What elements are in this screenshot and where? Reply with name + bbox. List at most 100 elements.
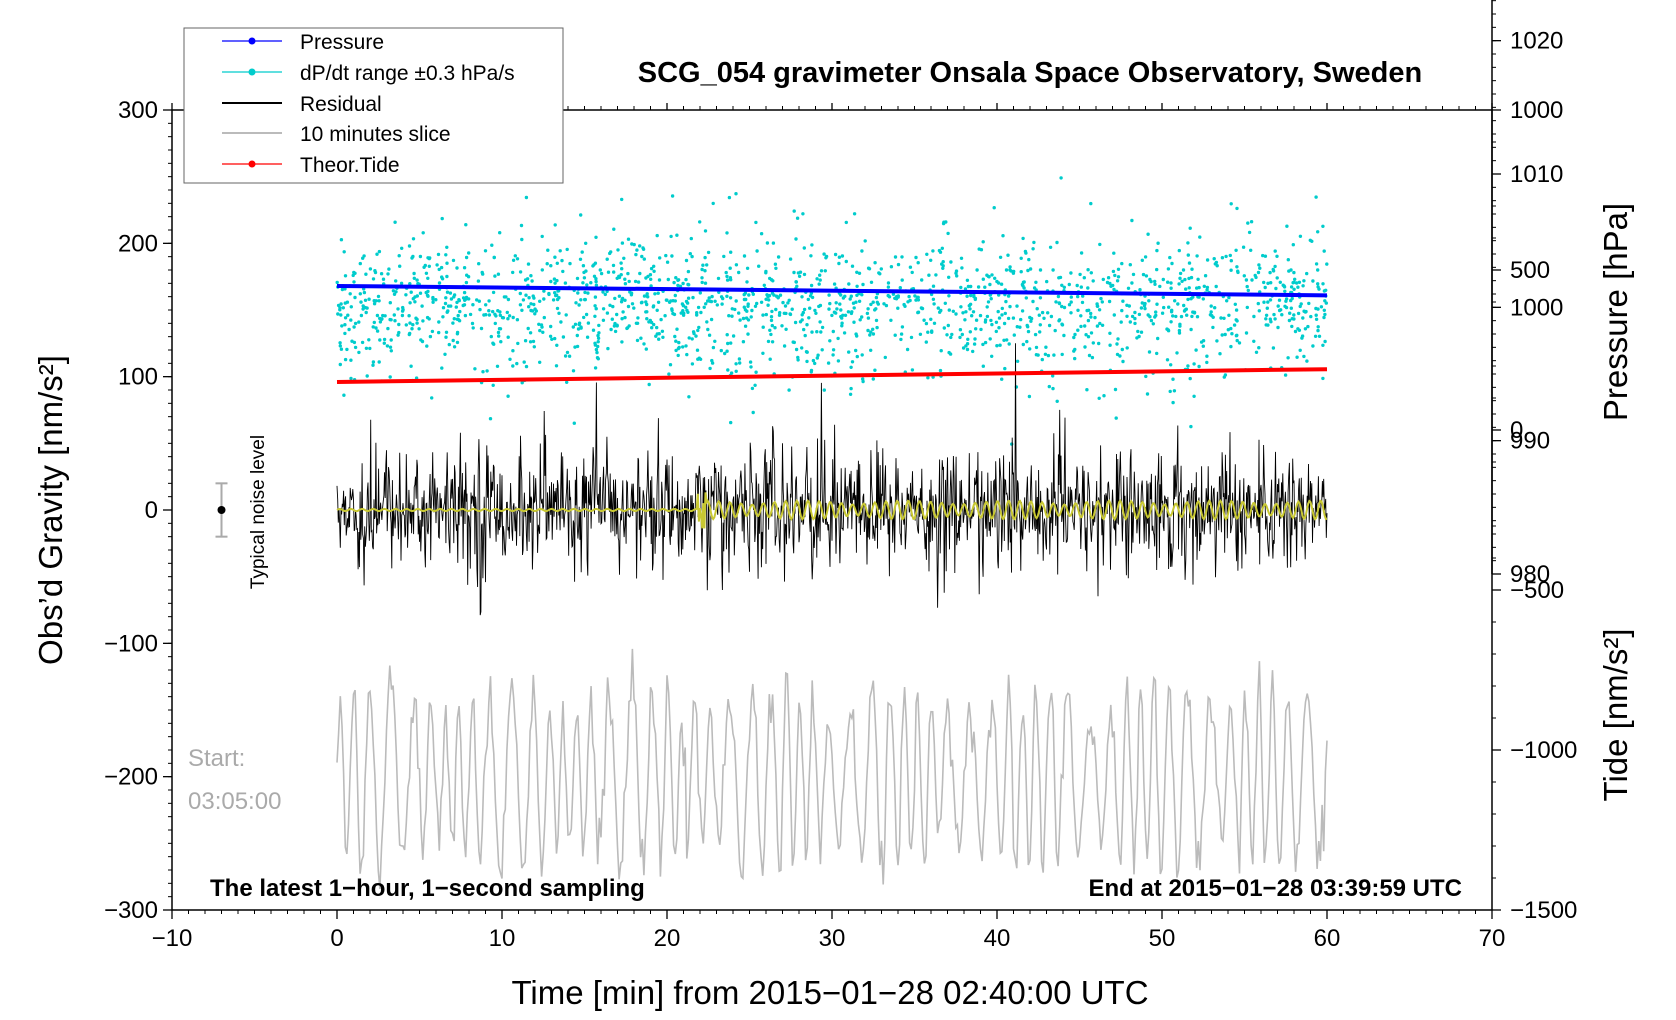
dpdt-point <box>1073 332 1077 337</box>
dpdt-point <box>805 359 809 364</box>
dpdt-point <box>394 290 398 294</box>
dpdt-point <box>1133 316 1137 321</box>
dpdt-point <box>595 350 599 355</box>
dpdt-point <box>843 294 847 298</box>
dpdt-point <box>1179 314 1184 319</box>
dpdt-point <box>358 261 362 266</box>
dpdt-point <box>504 295 508 299</box>
dpdt-point <box>549 264 553 268</box>
dpdt-point <box>1235 319 1239 323</box>
dpdt-point <box>490 243 494 247</box>
dpdt-point <box>945 333 949 337</box>
dpdt-point <box>655 332 659 336</box>
dpdt-point <box>1097 341 1101 346</box>
dpdt-point <box>468 312 473 317</box>
dpdt-point <box>367 297 371 301</box>
dpdt-point <box>443 352 447 356</box>
dpdt-point <box>900 325 905 329</box>
dpdt-point <box>670 254 674 258</box>
dpdt-point <box>988 337 992 341</box>
dpdt-point <box>998 343 1002 347</box>
dpdt-point <box>981 364 985 368</box>
dpdt-point <box>832 310 837 314</box>
dpdt-point <box>1147 299 1151 303</box>
dpdt-point <box>411 237 416 241</box>
dpdt-point <box>1226 328 1231 332</box>
dpdt-point <box>462 303 467 307</box>
dpdt-point <box>1215 339 1219 343</box>
dpdt-point <box>1298 234 1303 238</box>
dpdt-point <box>871 332 876 336</box>
dpdt-point <box>985 273 989 277</box>
dpdt-point <box>855 354 859 359</box>
dpdt-point <box>989 297 993 301</box>
dpdt-point <box>1283 289 1287 293</box>
dpdt-point <box>383 314 387 318</box>
dpdt-point <box>649 277 653 281</box>
dpdt-point <box>1254 350 1259 354</box>
dpdt-point <box>1222 316 1226 320</box>
dpdt-point <box>680 302 685 306</box>
dpdt-point <box>605 311 610 315</box>
dpdt-point <box>960 332 964 337</box>
dpdt-point <box>938 368 943 373</box>
dpdt-point <box>1062 285 1067 289</box>
dpdt-point <box>1229 268 1233 272</box>
dpdt-point <box>558 249 562 253</box>
dpdt-point <box>582 276 587 280</box>
dpdt-point <box>652 269 656 273</box>
dpdt-point <box>596 357 600 361</box>
dpdt-point <box>995 344 999 348</box>
dpdt-point <box>412 271 416 276</box>
pressure-line <box>336 284 1328 298</box>
x-tick-label: 20 <box>654 925 681 952</box>
dpdt-point <box>742 297 747 302</box>
dpdt-point <box>964 310 968 314</box>
dpdt-point <box>476 279 481 283</box>
dpdt-point <box>338 308 342 312</box>
dpdt-point <box>929 317 933 321</box>
dpdt-point <box>363 305 368 310</box>
dpdt-point <box>663 314 667 318</box>
dpdt-point <box>734 369 738 373</box>
dpdt-point <box>1228 253 1233 258</box>
dpdt-point <box>1305 271 1309 276</box>
dpdt-point <box>1161 277 1166 282</box>
dpdt-point <box>857 299 862 303</box>
dpdt-point <box>805 323 809 327</box>
dpdt-point <box>1015 304 1019 308</box>
dpdt-point <box>738 318 742 322</box>
dpdt-point <box>773 262 778 266</box>
dpdt-point <box>612 270 616 274</box>
dpdt-point <box>840 254 845 258</box>
dpdt-point <box>1100 300 1105 304</box>
dpdt-point <box>1058 275 1063 280</box>
dpdt-point <box>891 292 896 296</box>
dpdt-point <box>863 239 867 243</box>
dpdt-point <box>770 309 774 314</box>
dpdt-point <box>1314 313 1318 317</box>
dpdt-point <box>958 335 962 340</box>
dpdt-point <box>860 249 864 253</box>
dpdt-point <box>1257 263 1261 267</box>
dpdt-point <box>778 311 782 315</box>
dpdt-point <box>849 311 854 316</box>
dpdt-point <box>706 299 710 303</box>
dpdt-point <box>831 348 836 352</box>
dpdt-point <box>1076 294 1080 299</box>
dpdt-point <box>594 277 598 281</box>
dpdt-point <box>940 262 944 266</box>
dpdt-point <box>742 305 746 309</box>
dpdt-point <box>1116 337 1120 341</box>
dpdt-point <box>734 299 738 303</box>
dpdt-point <box>1031 247 1035 251</box>
dpdt-point <box>808 306 812 310</box>
dpdt-point <box>452 317 456 321</box>
dpdt-point <box>511 270 515 275</box>
dpdt-point <box>996 281 1001 285</box>
dpdt-point <box>655 233 659 238</box>
dpdt-point <box>1202 284 1207 288</box>
end-time-note: End at 2015−01−28 03:39:59 UTC <box>1088 875 1462 902</box>
dpdt-point <box>1235 338 1239 343</box>
dpdt-point <box>549 279 553 284</box>
